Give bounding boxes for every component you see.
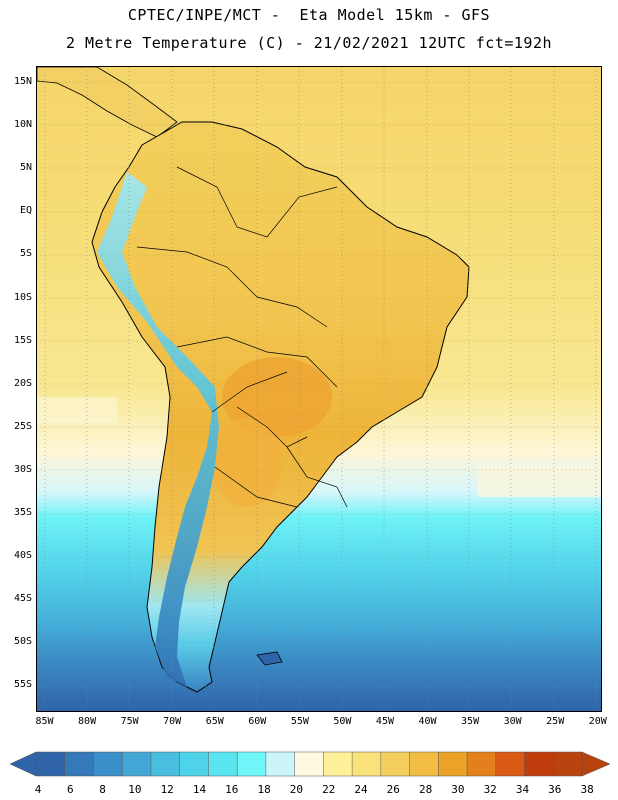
colorbar-label: 22 bbox=[322, 783, 336, 796]
colorbar-arrow-high bbox=[581, 751, 611, 777]
lat-label: 5N bbox=[19, 162, 32, 174]
lon-label: 55W bbox=[290, 716, 309, 727]
lat-label: 20S bbox=[13, 377, 32, 389]
lon-label: 70W bbox=[163, 716, 182, 727]
temperature-map-canvas bbox=[37, 67, 601, 711]
lon-label: 35W bbox=[461, 716, 480, 727]
colorbar-label: 14 bbox=[192, 783, 207, 796]
lon-label: 40W bbox=[418, 716, 437, 727]
colorbar-swatch bbox=[323, 751, 353, 777]
colorbar-label: 18 bbox=[257, 783, 271, 796]
lat-label: 55S bbox=[13, 679, 32, 691]
colorbar-swatch bbox=[553, 751, 583, 777]
lon-label: 60W bbox=[248, 716, 267, 727]
lon-label: 80W bbox=[78, 716, 97, 727]
temperature-map bbox=[36, 66, 602, 712]
colorbar-label: 32 bbox=[483, 783, 497, 796]
cool-band-east bbox=[477, 467, 601, 497]
colorbar-label: 6 bbox=[66, 783, 74, 796]
colorbar-label: 26 bbox=[386, 783, 400, 796]
colorbar-swatch bbox=[150, 751, 181, 777]
colorbar-swatch bbox=[236, 751, 267, 777]
colorbar-swatch bbox=[351, 751, 382, 777]
lat-label: 45S bbox=[13, 593, 32, 605]
colorbar-swatch bbox=[35, 751, 66, 777]
lon-label: 50W bbox=[333, 716, 352, 727]
colorbar-label: 38 bbox=[580, 783, 594, 796]
lon-label: 30W bbox=[503, 716, 522, 727]
lat-label: EQ bbox=[19, 205, 32, 217]
lon-label: 75W bbox=[120, 716, 139, 727]
colorbar-swatch bbox=[93, 751, 123, 777]
colorbar-arrow-low bbox=[9, 751, 37, 777]
lat-label: 25S bbox=[13, 420, 32, 432]
colorbar-swatch bbox=[179, 751, 210, 777]
colorbar-label: 28 bbox=[418, 783, 433, 796]
colorbar-label: 36 bbox=[548, 783, 562, 796]
map-title-line2: 2 Metre Temperature (C) - 21/02/2021 12U… bbox=[65, 34, 553, 52]
lat-label: 30S bbox=[13, 463, 32, 475]
country-borders bbox=[136, 166, 348, 508]
colorbar-swatch bbox=[208, 751, 238, 777]
lon-label: 25W bbox=[546, 716, 565, 727]
falkland-islands bbox=[256, 651, 283, 666]
colorbar-swatch bbox=[495, 751, 526, 777]
lat-label: 40S bbox=[13, 549, 32, 561]
central-america bbox=[37, 67, 178, 138]
cool-band-west bbox=[37, 397, 117, 423]
map-title-line1: CPTEC/INPE/MCT - Eta Model 15km - GFS bbox=[127, 6, 491, 24]
lat-label: 10N bbox=[13, 119, 32, 131]
warm-core-paraguay bbox=[222, 357, 332, 437]
andes-cold-band bbox=[97, 172, 219, 687]
colorbar-label: 4 bbox=[34, 783, 42, 796]
colorbar-swatches bbox=[9, 751, 611, 777]
lat-label: 15N bbox=[13, 76, 32, 88]
colorbar-label: 12 bbox=[160, 783, 174, 796]
colorbar-label: 24 bbox=[354, 783, 368, 796]
colorbar-swatch bbox=[438, 751, 468, 777]
colorbar-swatch bbox=[121, 751, 152, 777]
colorbar-label: 30 bbox=[451, 783, 465, 796]
warm-core-argentina bbox=[212, 417, 282, 507]
colorbar-label: 8 bbox=[99, 783, 106, 796]
colorbar-swatch bbox=[409, 751, 440, 777]
lat-label: 35S bbox=[13, 506, 32, 518]
colorbar-swatch bbox=[265, 751, 296, 777]
colorbar-swatch bbox=[466, 751, 497, 777]
lat-label: 15S bbox=[13, 334, 32, 346]
colorbar-label: 34 bbox=[515, 783, 530, 796]
graticule bbox=[37, 67, 601, 711]
lon-label: 45W bbox=[375, 716, 394, 727]
lat-label: 50S bbox=[13, 636, 32, 648]
colorbar-swatch bbox=[524, 751, 555, 777]
colorbar-label: 16 bbox=[225, 783, 239, 796]
lon-label: 65W bbox=[205, 716, 224, 727]
colorbar-swatch bbox=[380, 751, 411, 777]
lat-label: 10S bbox=[13, 291, 32, 303]
colorbar-label: 10 bbox=[128, 783, 142, 796]
lon-label: 85W bbox=[35, 716, 54, 727]
colorbar-label: 20 bbox=[289, 783, 304, 796]
lon-label: 20W bbox=[588, 716, 607, 727]
colorbar-swatch bbox=[294, 751, 325, 777]
lat-label: 5S bbox=[19, 248, 32, 260]
colorbar-swatch bbox=[64, 751, 95, 777]
temperature-colorbar bbox=[0, 748, 618, 798]
